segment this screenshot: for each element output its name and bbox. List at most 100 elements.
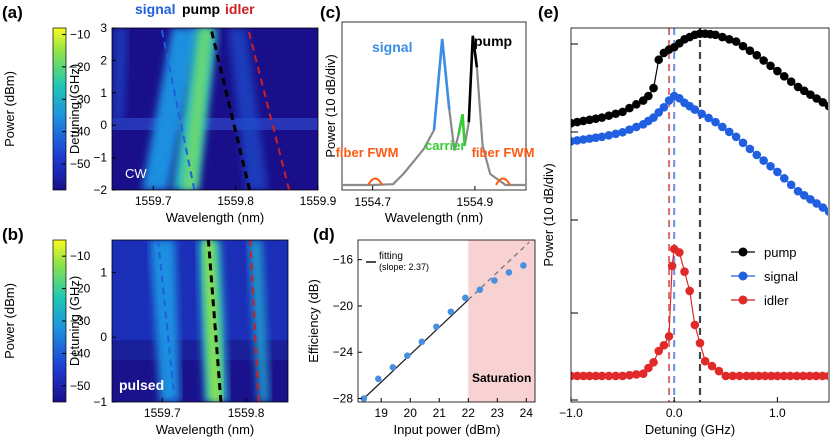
pump-data-point [644,91,653,101]
idler-data-point [618,371,627,381]
signal-label-c: signal [372,39,412,55]
detuning-markers [668,28,702,402]
colorbar-tick-label: −10 [70,249,91,263]
signal-data-point [597,132,607,142]
y-tick-label: −24 [333,345,354,359]
axes-d: 19 20 21 22 23 24 −16 −20 −24 −28 [333,253,534,420]
idler-data-point [754,371,764,381]
colorbar-tick-label: −30 [70,314,91,328]
idler-data-point [748,371,757,381]
idler-data-point [695,338,705,348]
idler-data-point [632,370,641,379]
colorbar-a [52,27,67,191]
data-point [360,395,368,402]
data-point [375,375,382,383]
pump-data-point [779,72,789,81]
mode-label-pulsed: pulsed [119,377,164,393]
x-tick-label: 24 [520,406,534,420]
y-tick-label: 0 [100,118,107,132]
signal-data-point [604,130,614,140]
idler-data-point [766,371,776,381]
idler-data-point [649,358,658,367]
panel-a: (a) −10−20−30−40−50 Power (dBm) 1559.7 15… [2,1,337,225]
y-tick-label: 1 [100,86,107,100]
y-tick-label: −28 [333,392,354,406]
panel-c: (c) 1554.7 1554.9 signal pump carrier fib… [320,3,534,225]
ylabel-a: Detuning (GHz) [67,64,82,154]
x-tick-label: 1.0 [769,406,786,420]
xlabel-d: Input power (dBm) [394,422,501,437]
x-tick-label: 21 [433,406,447,420]
x-tick-label: 1554.9 [457,195,494,209]
idler-data-point [685,286,694,296]
colorbar-label-a: Power (dBm) [2,71,17,147]
ylabel-c: Power (10 dB/div) [323,54,338,157]
signal-data-point [786,180,796,190]
fit-line [363,299,469,400]
idler-data-point [579,371,588,381]
legend-fit-label: fitting [379,251,403,262]
pump-data-point [597,113,607,122]
axes-b: 1559.7 1559.8 −1 0 1 [93,265,264,420]
x-tick-label: 1559.7 [144,406,181,420]
idler-data-point [638,369,648,378]
idler-data-point [792,371,802,381]
spectrum-trace [342,35,526,187]
carrier-label-c: carrier [425,138,465,153]
ylabel-b: Detuning (GHz) [67,276,82,366]
legend-e: pump signal idler [731,245,798,308]
pump-data-point [806,90,815,99]
signal-data-point [659,103,669,112]
x-tick-label: 22 [462,406,476,420]
data-point [476,286,484,294]
pump-label-c: pump [474,33,512,49]
colorbar-tick-label: −40 [70,125,91,139]
idler-data-point [597,371,607,381]
xlabel-c: Wavelength (nm) [385,210,484,225]
y-tick-label: −1 [93,395,107,409]
x-tick-label: 1559.9 [300,194,337,208]
idler-data-point [824,371,828,381]
y-tick-label: −20 [333,299,354,313]
colorbar-tick-label: −40 [70,346,91,360]
pump-data-point [759,56,768,65]
pump-data-point [799,86,809,96]
signal-data-point [632,122,641,132]
panel-label-b: (b) [2,225,24,244]
signal-peak-highlight [432,38,451,131]
idler-label-a: idler [225,1,255,17]
idler-data-point [818,371,827,381]
guide-lines-b [157,240,260,402]
idler-data-point [644,363,653,373]
pump-data-point [818,98,828,107]
idler-data-point [707,361,717,371]
panel-d: (d) 19 20 21 22 23 24 −16 −20 −24 −28 fitting (sl… [306,225,536,437]
data-point [520,262,527,269]
pump-data-point [718,32,727,42]
pump-data-point [618,107,627,117]
fwm-right-label: fiber FWM [472,145,535,160]
x-tick-label: 20 [404,406,418,420]
idler-data-point [760,371,770,381]
signal-data-point [618,127,627,137]
pump-data-point [793,82,803,92]
fwm-left-label: fiber FWM [336,145,399,160]
signal-data-point [625,125,634,134]
idler-guide-line [249,240,260,402]
idler-data-point [805,371,814,381]
signal-data-point [752,150,762,160]
signal-data-point [611,129,621,139]
axes-a: 1559.7 1559.8 1559.9 −2 −1 0 1 2 3 [93,21,336,208]
signal-data-point [824,207,828,216]
pump-peak-highlight [467,35,479,123]
signal-data-point [799,190,809,200]
colorbar-tick-label: −20 [70,282,91,296]
idler-data-point [798,371,808,381]
pump-data-point [738,41,748,51]
scatter-d [360,241,530,402]
y-tick-label: −1 [93,151,107,165]
signal-data-point [818,203,828,212]
legend-fit-slope: (slope: 2.37) [379,262,429,272]
data-point [404,352,411,360]
